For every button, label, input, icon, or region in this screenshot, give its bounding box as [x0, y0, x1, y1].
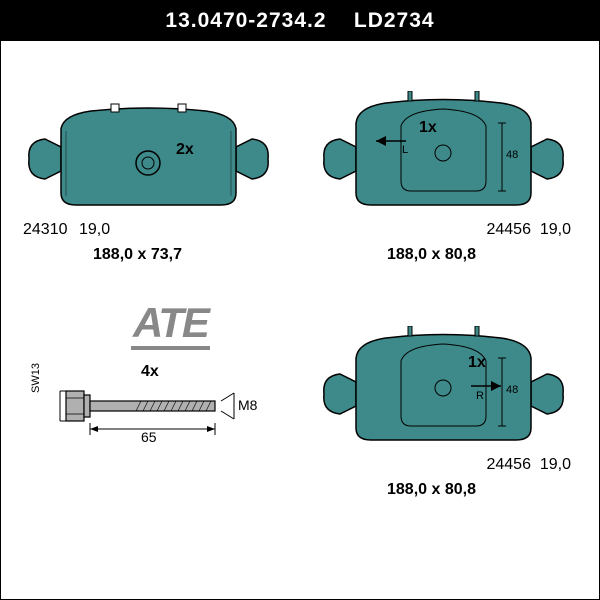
pad-br-ref: 24456 19,0 — [486, 456, 571, 474]
pad-left-shape — [21, 101, 276, 216]
bolt-qty: 4x — [141, 363, 159, 381]
pad-left-thick: 19,0 — [79, 221, 110, 239]
pad-br-shape — [316, 326, 571, 451]
brand-logo: ATE — [131, 299, 210, 347]
pad-tr-dims: 188,0 x 80,8 — [387, 246, 476, 264]
code: LD2734 — [354, 9, 435, 32]
diagram-content: 2x 24310 19,0 188,0 x 73,7 1x L 48 — [1, 41, 599, 597]
pad-bot-right: 1x R 48 — [316, 326, 571, 451]
pad-br-dir: R — [476, 390, 484, 402]
bolt-thread: M8 — [238, 397, 257, 413]
pad-tr-shape — [316, 91, 571, 216]
bolt-len: 65 — [141, 429, 157, 445]
pad-tr-qty: 1x — [419, 119, 437, 137]
pad-tr-inner: 48 — [506, 149, 518, 161]
pad-br-inner: 48 — [506, 384, 518, 396]
title-bar: 13.0470-2734.2 LD2734 — [1, 1, 599, 41]
pad-top-right: 1x L 48 — [316, 91, 571, 216]
pad-left-ref: 24310 — [23, 221, 68, 239]
bolt-shape — [56, 371, 266, 441]
pad-tr-ref: 24456 19,0 — [486, 221, 571, 239]
pad-br-qty: 1x — [468, 354, 486, 372]
part-number: 13.0470-2734.2 — [165, 9, 326, 32]
pad-left-dims: 188,0 x 73,7 — [93, 246, 182, 264]
pad-left: 2x — [21, 101, 276, 216]
pad-left-qty: 2x — [176, 141, 194, 159]
bolt-hex: SW13 — [30, 363, 42, 393]
pad-br-dims: 188,0 x 80,8 — [387, 481, 476, 499]
pad-tr-dir: L — [402, 144, 408, 156]
bolt-diagram: 4x SW13 65 M8 — [56, 371, 266, 441]
